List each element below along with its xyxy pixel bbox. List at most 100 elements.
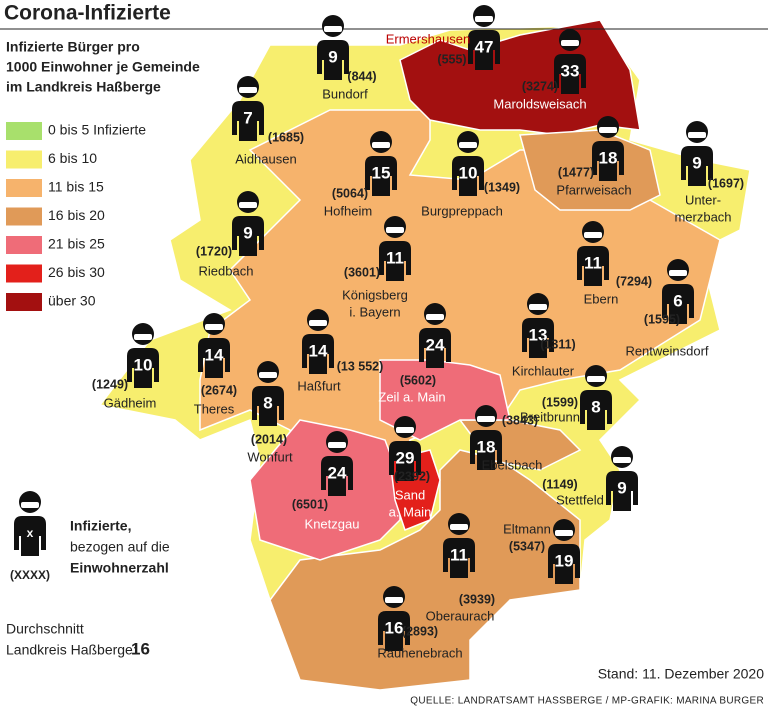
municipality-name: Ermershausen — [386, 31, 471, 46]
infected-count: 24 — [426, 335, 445, 354]
person-icon: 13 — [522, 293, 554, 358]
population: (3601) — [344, 265, 380, 279]
population: (3843) — [502, 413, 538, 427]
infected-count: 29 — [396, 448, 415, 467]
person-icon: 47 — [468, 5, 500, 70]
body — [232, 101, 264, 141]
municipality-name: Burgpreppach — [421, 203, 503, 218]
person-icon: 9 — [317, 15, 349, 80]
person-icon: 18 — [470, 405, 502, 470]
population: (555) — [437, 52, 466, 66]
mask — [669, 270, 687, 276]
municipality-name: Pfarrweisach — [556, 182, 631, 197]
population: (1685) — [268, 130, 304, 144]
infected-count: 14 — [205, 345, 224, 364]
map — [98, 19, 751, 691]
person-icon: 29 — [389, 416, 421, 481]
mask — [688, 132, 706, 138]
population: (3939) — [459, 592, 495, 606]
population: (1249) — [92, 377, 128, 391]
municipality-name: Aidhausen — [235, 151, 296, 166]
date: Stand: 11. Dezember 2020 — [598, 666, 765, 682]
person-icon: 8 — [252, 361, 284, 426]
body — [419, 328, 451, 368]
body — [14, 516, 46, 556]
body — [302, 334, 334, 374]
person-icon: 9 — [232, 191, 264, 256]
body — [198, 338, 230, 378]
population: (7294) — [616, 274, 652, 288]
municipality-name: Hofheim — [324, 203, 372, 218]
mask — [450, 524, 468, 530]
municipality-name: Kirchlauter — [512, 363, 575, 378]
legend-label: 6 bis 10 — [48, 150, 97, 166]
legend-swatch — [6, 236, 42, 254]
mask — [561, 40, 579, 46]
municipality-name: Riedbach — [199, 263, 254, 278]
infected-count: 9 — [243, 223, 252, 242]
population: (13 552) — [337, 359, 384, 373]
population: (6501) — [292, 497, 328, 511]
infected-count: 8 — [591, 397, 600, 416]
municipality-name: Rentweinsdorf — [625, 343, 708, 358]
infected-count: 8 — [263, 393, 272, 412]
municipality-name: Bundorf — [322, 86, 368, 101]
mask — [259, 372, 277, 378]
mask — [459, 142, 477, 148]
body — [470, 430, 502, 470]
key-text: Einwohnerzahl — [70, 560, 169, 576]
infected-count: 9 — [692, 153, 701, 172]
average-value: 16 — [131, 639, 150, 658]
population: (1311) — [540, 337, 575, 351]
infected-count: 47 — [475, 37, 494, 56]
municipality-name: Zeil a. Main — [378, 389, 445, 404]
municipality-name: Stettfeld — [556, 492, 604, 507]
municipality-name: Maroldsweisach — [493, 96, 586, 111]
infected-count: 6 — [673, 291, 682, 310]
body — [232, 216, 264, 256]
municipality-name: Sand — [395, 487, 425, 502]
title: Corona-Infizierte — [4, 2, 171, 25]
person-icon: 7 — [232, 76, 264, 141]
person-icon: 10 — [127, 323, 159, 388]
population: (2674) — [201, 383, 237, 397]
mask — [396, 427, 414, 433]
body — [554, 54, 586, 94]
body — [522, 318, 554, 358]
body — [468, 30, 500, 70]
population: (1599) — [542, 395, 578, 409]
body — [443, 538, 475, 578]
municipality-name: Eltmann — [503, 521, 551, 536]
population: (1149) — [542, 477, 577, 491]
body — [580, 390, 612, 430]
infected-count: 18 — [477, 437, 496, 456]
infected-count: 9 — [328, 47, 337, 66]
person-icon: 14 — [198, 313, 230, 378]
municipality-name: Königsberg — [342, 287, 408, 302]
person-icon: 9 — [606, 446, 638, 511]
municipality-name: Rauhenebrach — [377, 645, 462, 660]
mask — [599, 127, 617, 133]
body — [577, 246, 609, 286]
municipality-name: i. Bayern — [349, 304, 400, 319]
body — [452, 156, 484, 196]
region — [269, 449, 581, 691]
mask — [372, 142, 390, 148]
mask — [239, 87, 257, 93]
mask — [529, 304, 547, 310]
body — [127, 348, 159, 388]
municipality-name: Ebelsbach — [482, 457, 543, 472]
person-icon: 8 — [580, 365, 612, 430]
person-icon: 24 — [321, 431, 353, 496]
municipality-name: Knetzgau — [305, 516, 360, 531]
person-icon: 18 — [592, 116, 624, 181]
person-icon: 19 — [548, 519, 580, 584]
key-text: bezogen auf die — [70, 539, 170, 555]
legend-label: 0 bis 5 Infizierte — [48, 122, 146, 138]
person-icon: 11 — [577, 221, 609, 286]
infected-count: 11 — [450, 545, 468, 564]
body — [321, 456, 353, 496]
infected-count: 19 — [555, 551, 574, 570]
person-icon: 11 — [379, 216, 411, 281]
